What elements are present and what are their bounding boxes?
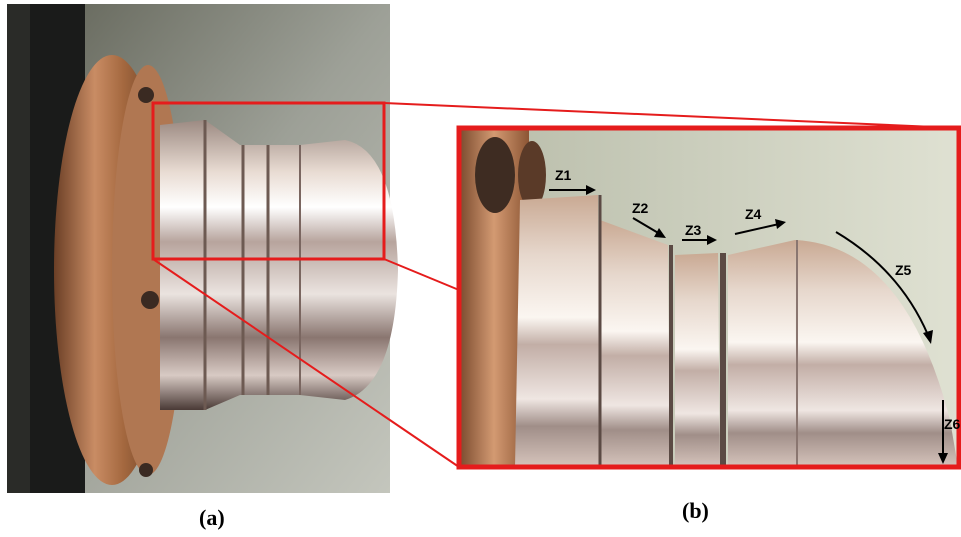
arrow-z2: [632, 217, 666, 238]
arrow-z3: [682, 235, 717, 245]
arrow-z1: [549, 185, 596, 195]
zone-arrows: [549, 185, 948, 464]
photo-panel-a: [7, 4, 398, 493]
zone-label-z4: Z4: [745, 206, 762, 222]
zoom-connector-bottom: [152, 258, 460, 468]
zoom-connector-top: [383, 102, 959, 129]
zone-label-z5: Z5: [895, 262, 912, 278]
caption-a: (a): [199, 505, 225, 530]
arrow-z6: [938, 400, 948, 464]
zoom-frame: [456, 125, 961, 470]
zone-label-z6: Z6: [944, 416, 961, 432]
zoom-connector-right: [383, 258, 460, 291]
photo-panel-b: [459, 128, 959, 467]
zone-label-z1: Z1: [555, 167, 572, 183]
arrow-z4: [734, 219, 786, 235]
zone-label-z3: Z3: [685, 222, 702, 238]
zone-label-z2: Z2: [632, 200, 649, 216]
arrow-z5: [835, 231, 933, 344]
caption-b: (b): [682, 498, 709, 523]
